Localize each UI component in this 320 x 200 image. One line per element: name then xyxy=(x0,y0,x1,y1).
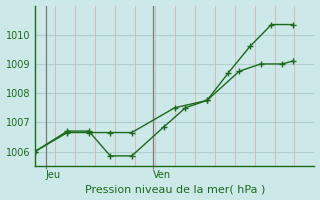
X-axis label: Pression niveau de la mer( hPa ): Pression niveau de la mer( hPa ) xyxy=(84,184,265,194)
